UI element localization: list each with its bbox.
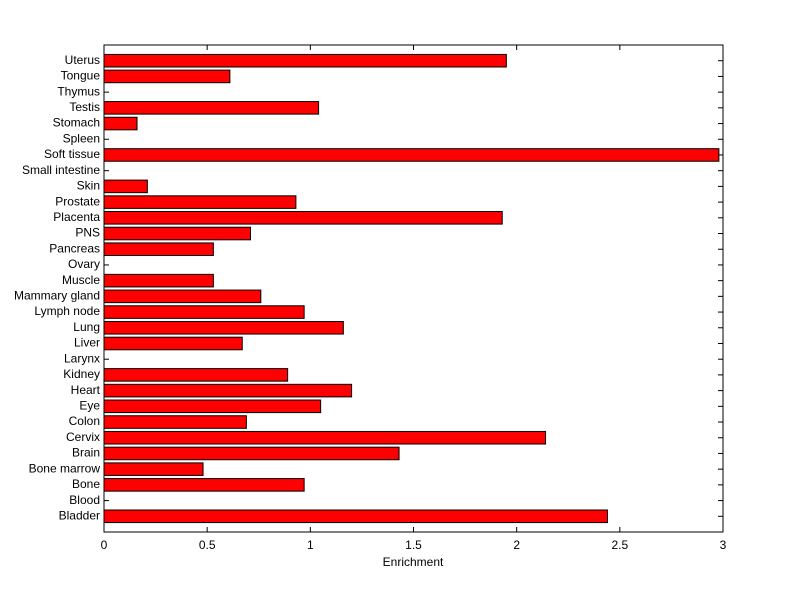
y-tick-label: Colon <box>69 414 100 428</box>
y-tick-label: Blood <box>69 493 100 507</box>
x-tick-label: 0.5 <box>199 538 216 552</box>
bar <box>103 195 297 209</box>
y-tick-label: Tongue <box>61 69 101 83</box>
y-tick-label: Small intestine <box>22 163 100 177</box>
x-tick-label: 2 <box>513 538 520 552</box>
y-tick-label: Soft tissue <box>44 147 100 161</box>
bar <box>103 148 720 162</box>
y-tick-label: Mammary gland <box>14 289 100 303</box>
y-tick-label: Bone <box>72 477 100 491</box>
y-tick-label: PNS <box>75 226 100 240</box>
bar <box>103 69 231 84</box>
bar <box>103 242 214 257</box>
y-tick-label: Bone marrow <box>29 461 101 475</box>
x-tick-label: 3 <box>720 538 727 552</box>
y-tick-label: Skin <box>77 179 100 193</box>
y-tick-label: Prostate <box>55 194 100 208</box>
y-tick-label: Lung <box>73 320 100 334</box>
x-tick-label: 0 <box>101 538 108 552</box>
bar <box>103 53 507 68</box>
bar <box>103 462 204 476</box>
x-tick-label: 2.5 <box>611 538 628 552</box>
x-tick-label: 1.5 <box>405 538 422 552</box>
y-tick-label: Cervix <box>66 430 100 444</box>
bar <box>103 179 148 194</box>
y-tick-label: Ovary <box>68 257 100 271</box>
bar <box>103 478 305 492</box>
bar <box>103 399 322 414</box>
bar <box>103 446 400 461</box>
bar <box>103 116 138 131</box>
bar <box>103 273 214 288</box>
bar <box>103 211 503 225</box>
y-tick-label: Lymph node <box>34 304 100 318</box>
y-tick-label: Muscle <box>62 273 100 287</box>
y-tick-label: Bladder <box>59 508 100 522</box>
y-tick-label: Larynx <box>64 351 100 365</box>
y-tick-label: Uterus <box>65 53 100 67</box>
bar <box>103 509 608 524</box>
bar <box>103 305 305 319</box>
y-tick-label: Stomach <box>53 116 100 130</box>
bar <box>103 368 289 382</box>
y-tick-label: Placenta <box>53 210 100 224</box>
y-tick-label: Liver <box>74 336 100 350</box>
y-tick-label: Heart <box>71 383 101 397</box>
bar <box>103 320 344 335</box>
x-axis-label: Enrichment <box>383 555 444 569</box>
y-tick-label: Spleen <box>63 131 100 145</box>
y-tick-label: Thymus <box>57 84 100 98</box>
y-tick-label: Pancreas <box>49 241 100 255</box>
bar <box>103 101 320 115</box>
bar <box>103 383 353 398</box>
y-tick-label: Brain <box>72 446 100 460</box>
bar <box>103 415 247 429</box>
bar <box>103 289 262 304</box>
x-tick-label: 1 <box>307 538 314 552</box>
bar <box>103 336 243 351</box>
y-tick-label: Kidney <box>63 367 100 381</box>
bar <box>103 430 547 445</box>
y-tick-label: Testis <box>69 100 100 114</box>
bar <box>103 226 251 241</box>
y-tick-label: Eye <box>79 398 100 412</box>
